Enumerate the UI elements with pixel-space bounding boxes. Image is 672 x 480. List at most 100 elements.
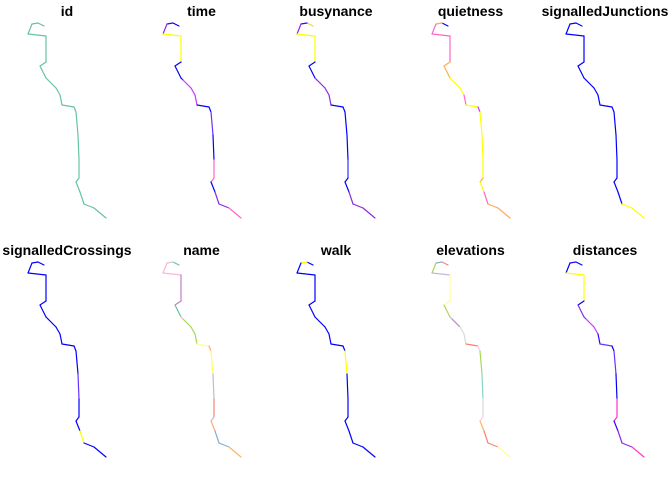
- route-segment: [631, 446, 645, 458]
- route-segment: [464, 343, 479, 347]
- route-segment: [79, 191, 85, 205]
- route-segment: [195, 104, 210, 108]
- route-map: [565, 261, 645, 458]
- route-segment: [577, 300, 585, 306]
- route-segment: [569, 22, 577, 25]
- route-segment: [476, 106, 481, 113]
- route-segment: [209, 177, 215, 183]
- route-segment: [599, 343, 613, 347]
- route-segment: [217, 203, 230, 209]
- route-segment: [352, 203, 364, 209]
- route-segment: [346, 134, 349, 161]
- route-segment: [344, 177, 349, 183]
- route-segment: [328, 94, 332, 106]
- route-segment: [464, 104, 479, 108]
- route-segment: [300, 261, 308, 264]
- route-segment: [458, 87, 465, 96]
- route-segment: [342, 345, 346, 352]
- route-segment: [211, 373, 215, 400]
- route-segment: [430, 33, 451, 37]
- route-segment: [486, 203, 499, 209]
- route-segment: [308, 304, 316, 318]
- route-segment: [615, 373, 618, 400]
- route-segment: [59, 333, 63, 345]
- route-segment: [207, 345, 212, 352]
- route-segment: [565, 272, 585, 276]
- map-panel-elevations: elevations: [404, 239, 538, 479]
- route-segment: [209, 350, 214, 375]
- route-segment: [173, 65, 182, 79]
- route-segment: [565, 33, 585, 37]
- route-map: [565, 22, 645, 219]
- route-segment: [173, 304, 182, 318]
- route-segment: [575, 22, 583, 27]
- route-segment: [450, 318, 461, 328]
- route-segment: [480, 373, 484, 400]
- route-segment: [306, 22, 314, 27]
- route-segment: [27, 262, 33, 274]
- panel-title: signalledJunctions: [541, 3, 669, 19]
- route-segment: [344, 181, 350, 193]
- route-segment: [496, 207, 511, 219]
- route-segment: [83, 203, 95, 209]
- route-segment: [613, 111, 617, 136]
- map-panel-signalledCrossings: signalledCrossings: [0, 239, 134, 479]
- map-panel-quietness: quietness: [404, 0, 538, 240]
- route-segment: [39, 61, 47, 67]
- panel-title: time: [187, 3, 216, 19]
- route-segment: [227, 446, 242, 458]
- route-segment: [430, 272, 451, 276]
- route-segment: [209, 420, 216, 432]
- panel-title: distances: [572, 242, 638, 258]
- route-segment: [316, 318, 326, 328]
- route-map: [296, 261, 376, 458]
- route-segment: [362, 446, 376, 458]
- route-segment: [161, 33, 182, 37]
- route-map: [430, 22, 511, 219]
- route-segment: [61, 343, 75, 347]
- route-segment: [482, 430, 489, 444]
- route-map: [27, 261, 107, 458]
- route-segment: [39, 304, 47, 318]
- route-segment: [458, 326, 465, 335]
- route-segment: [593, 87, 599, 96]
- route-segment: [27, 272, 47, 276]
- route-segment: [193, 94, 198, 106]
- route-segment: [211, 134, 215, 161]
- route-segment: [613, 350, 617, 375]
- route-segment: [621, 442, 633, 448]
- route-segment: [296, 272, 316, 276]
- route-segment: [440, 261, 449, 266]
- route-segment: [597, 333, 601, 345]
- route-segment: [37, 261, 45, 266]
- route-segment: [308, 61, 316, 67]
- route-segment: [577, 65, 585, 79]
- route-segment: [308, 300, 316, 306]
- route-segment: [613, 420, 619, 432]
- route-segment: [434, 22, 443, 25]
- map-panel-name: name: [135, 239, 269, 479]
- route-segment: [75, 420, 81, 432]
- route-segment: [496, 446, 511, 458]
- route-segment: [597, 94, 601, 106]
- route-segment: [173, 61, 182, 67]
- route-segment: [37, 22, 45, 27]
- route-segment: [31, 261, 39, 264]
- route-segment: [207, 106, 212, 113]
- map-panel-distances: distances: [538, 239, 672, 479]
- panel-title: id: [60, 3, 74, 19]
- route-segment: [478, 111, 483, 136]
- route-segment: [161, 262, 168, 274]
- route-segment: [352, 442, 364, 448]
- route-segment: [316, 79, 326, 89]
- route-segment: [27, 23, 33, 35]
- route-segment: [161, 272, 182, 276]
- route-segment: [209, 181, 216, 193]
- route-segment: [83, 442, 95, 448]
- route-segment: [296, 262, 302, 274]
- route-segment: [209, 416, 215, 422]
- route-segment: [75, 177, 80, 183]
- route-segment: [181, 79, 192, 89]
- route-segment: [478, 420, 485, 432]
- route-segment: [75, 350, 79, 375]
